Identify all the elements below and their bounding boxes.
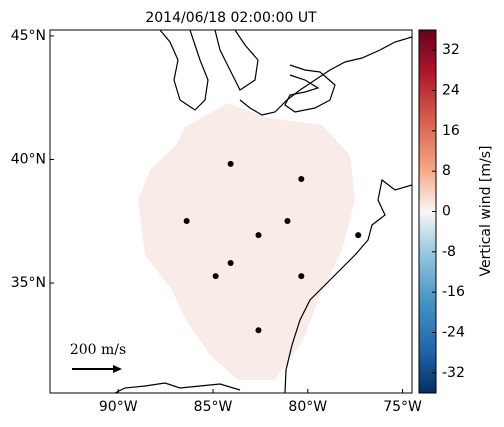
map-frame — [49, 29, 413, 394]
station — [298, 176, 305, 183]
y-tick-label: 45°N — [11, 28, 46, 44]
domain-shade — [138, 103, 355, 380]
station — [298, 273, 305, 280]
quiver-key-label: 200 m/s — [70, 342, 126, 358]
station — [227, 260, 234, 267]
map-layer — [114, 30, 412, 393]
colorbar-label: Vertical wind [m/s] — [478, 146, 494, 277]
station — [284, 218, 291, 225]
station — [255, 327, 262, 334]
station — [227, 160, 234, 167]
x-tick-label: 85°W — [194, 399, 233, 415]
x-tick-label: 80°W — [288, 399, 327, 415]
colorbar-tick-label: 16 — [442, 123, 460, 139]
colorbar-tick-label: -16 — [442, 284, 465, 300]
colorbar-tick-label: -32 — [442, 365, 465, 381]
x-tick-label: 90°W — [99, 399, 138, 415]
station — [355, 232, 362, 239]
station — [183, 218, 190, 225]
colorbar-tick-label: -8 — [442, 244, 456, 260]
coastlines — [114, 30, 412, 393]
colorbar-tick-label: -24 — [442, 325, 465, 341]
chart-title: 2014/06/18 02:00:00 UT — [145, 10, 317, 26]
quiver-key-arrow-head — [113, 365, 122, 373]
colorbar-tick-label: 0 — [442, 204, 451, 220]
colorbar-tick-label: 8 — [442, 163, 451, 179]
colorbar-tick-label: 32 — [442, 42, 460, 58]
station — [255, 232, 262, 239]
colorbar-tick-label: 24 — [442, 83, 460, 99]
station — [212, 273, 219, 280]
y-tick-label: 35°N — [11, 275, 46, 291]
x-tick-label: 75°W — [383, 399, 422, 415]
y-tick-label: 40°N — [11, 151, 46, 167]
